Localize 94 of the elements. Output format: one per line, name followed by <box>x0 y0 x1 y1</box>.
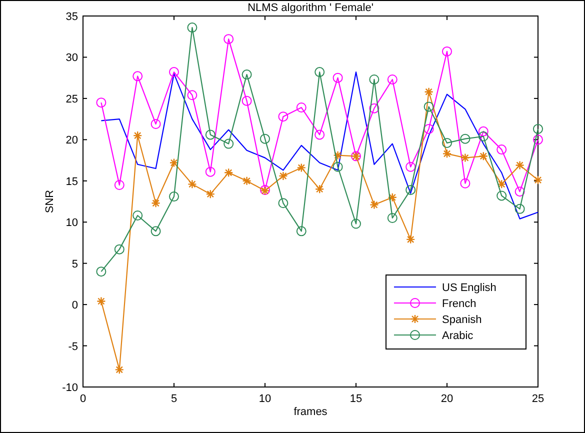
point <box>497 180 506 189</box>
point <box>406 162 416 172</box>
point <box>460 178 470 188</box>
y-tick-label: 0 <box>72 300 78 312</box>
point <box>242 176 252 186</box>
point <box>496 144 507 155</box>
point <box>314 67 325 78</box>
point <box>478 131 488 142</box>
y-tick-label: 5 <box>72 258 78 270</box>
x-axis-title: frames <box>294 406 328 418</box>
point <box>224 168 234 178</box>
point <box>442 46 452 56</box>
point <box>150 119 161 129</box>
y-tick-label: 25 <box>66 93 78 106</box>
point <box>278 112 288 122</box>
point <box>132 210 143 221</box>
point <box>460 134 470 144</box>
point <box>314 130 325 140</box>
point <box>514 204 525 214</box>
point <box>442 149 452 158</box>
point <box>370 200 379 210</box>
legend-label: Arabic <box>442 330 474 342</box>
point <box>478 126 488 136</box>
point <box>315 184 324 194</box>
point <box>132 71 143 82</box>
point <box>114 365 124 374</box>
point <box>206 189 215 199</box>
point <box>96 266 106 277</box>
y-tick-label: 15 <box>66 176 78 188</box>
point <box>188 180 197 189</box>
point <box>169 192 179 202</box>
point <box>424 87 434 96</box>
point <box>114 244 124 254</box>
point <box>260 134 270 144</box>
point <box>460 153 470 162</box>
x-tick-label: 25 <box>532 393 544 405</box>
point <box>496 190 507 201</box>
point <box>387 212 398 223</box>
point <box>424 102 434 112</box>
legend-label: Spanish <box>442 314 482 326</box>
x-tick-label: 20 <box>440 393 454 405</box>
point <box>133 130 142 140</box>
point <box>424 124 434 134</box>
point <box>96 98 106 108</box>
point <box>278 198 288 208</box>
point <box>150 226 161 236</box>
point <box>515 160 524 170</box>
y-tick-label: 10 <box>66 217 78 230</box>
point <box>387 74 398 84</box>
chart-title: NLMS algorithm ' Female' <box>248 2 374 14</box>
point <box>169 158 179 168</box>
point <box>187 90 198 100</box>
point <box>169 67 179 78</box>
point <box>533 175 543 185</box>
y-tick-label: 20 <box>66 134 78 147</box>
point <box>114 180 124 190</box>
point <box>442 138 452 148</box>
point <box>296 163 306 172</box>
point <box>205 166 216 177</box>
point <box>369 74 380 84</box>
y-axis-title: SNR <box>44 190 56 214</box>
point <box>96 296 106 306</box>
point <box>242 96 252 106</box>
point <box>514 186 525 197</box>
point <box>205 130 216 140</box>
legend-label: French <box>442 298 476 310</box>
y-tick-label: 35 <box>66 11 78 23</box>
y-tick-label: -5 <box>68 340 78 353</box>
point <box>296 102 306 113</box>
point <box>388 192 397 202</box>
point <box>369 103 380 114</box>
x-tick-label: 10 <box>258 393 272 405</box>
point <box>296 226 306 236</box>
point <box>478 152 488 161</box>
point <box>533 124 543 134</box>
point <box>533 134 543 145</box>
point <box>406 184 416 195</box>
point <box>187 22 198 33</box>
legend-label: US English <box>442 282 496 294</box>
point <box>278 171 288 181</box>
point <box>406 234 416 244</box>
point <box>332 162 343 172</box>
point <box>333 150 342 160</box>
point <box>351 218 361 229</box>
y-tick-label: 30 <box>66 52 78 64</box>
x-tick-label: 5 <box>170 393 178 405</box>
x-tick-label: 0 <box>80 393 86 405</box>
point <box>224 138 234 149</box>
point <box>242 70 252 80</box>
point <box>332 72 343 83</box>
x-tick-label: 15 <box>350 393 362 405</box>
point <box>151 198 160 208</box>
y-tick-label: -10 <box>62 382 78 394</box>
point <box>224 34 234 44</box>
